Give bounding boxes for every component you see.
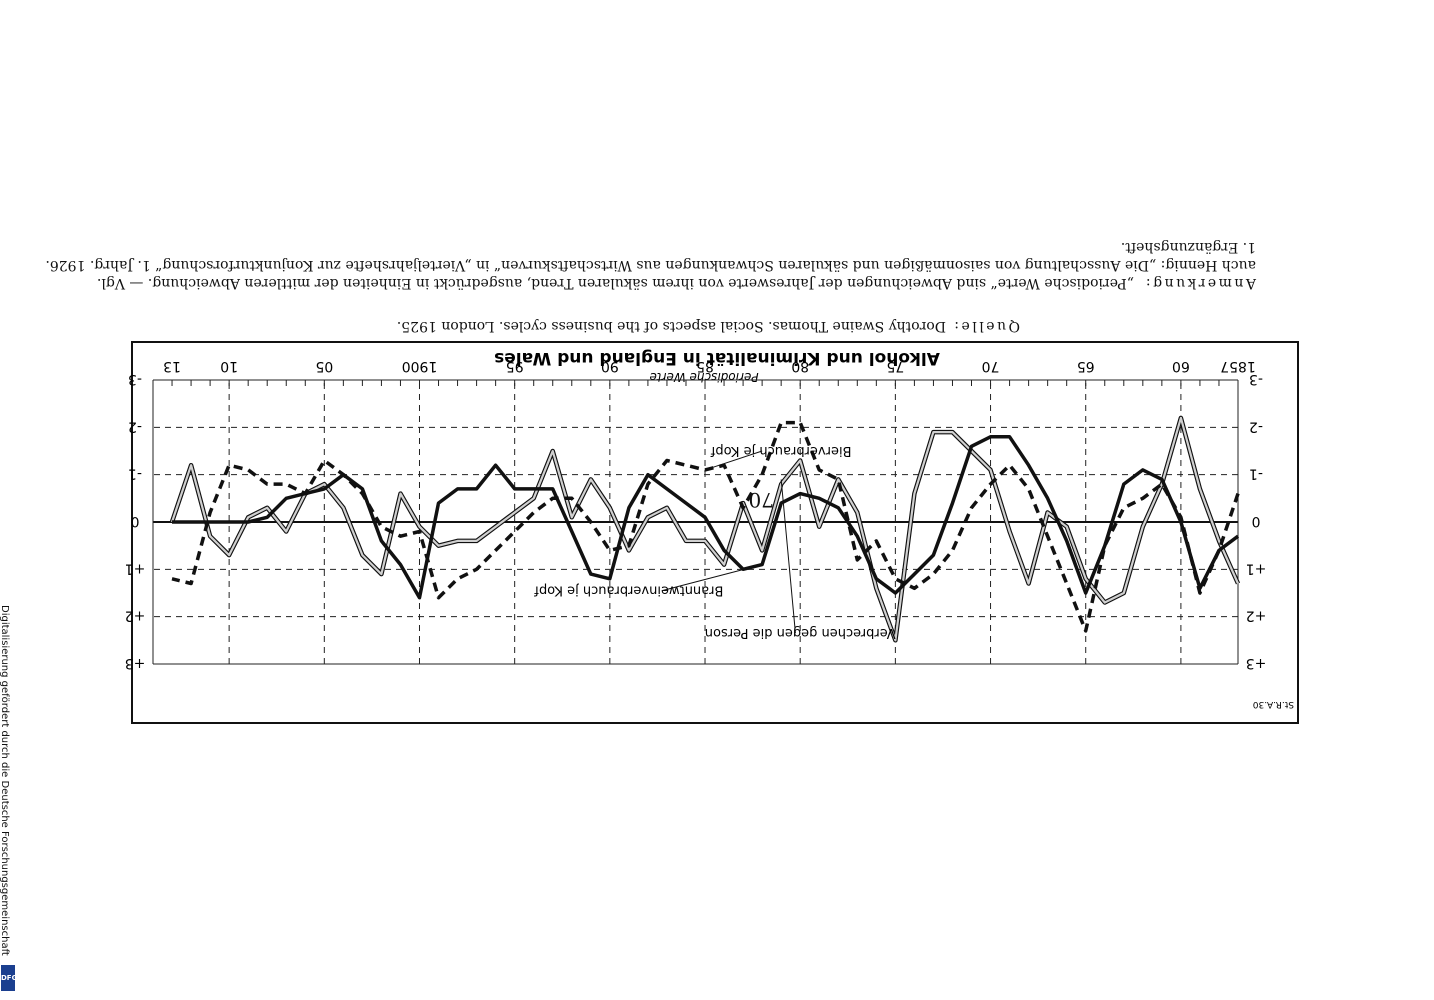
x-tick-label: 95	[506, 358, 524, 374]
series-label-leader	[780, 479, 796, 634]
x-tick-label: 1900	[402, 358, 438, 374]
chart-code: St.R.A.30	[1253, 699, 1294, 709]
x-tick-label: 65	[1077, 358, 1095, 374]
series-label-2: Bierverbrauch je Kopf	[710, 443, 851, 458]
x-tick-label: 13	[163, 358, 181, 374]
x-tick-label: 60	[1172, 358, 1190, 374]
note-line-1: „Periodische Werte“ sind Abweichungen de…	[96, 275, 1134, 291]
footer: Digitalisierung gefördert durch die Deut…	[0, 0, 18, 1000]
y-tick-label-left: -3	[1249, 371, 1263, 387]
y-tick-label-right: +2	[125, 608, 146, 624]
y-tick-label-left: 0	[1252, 513, 1261, 529]
chart-frame	[131, 341, 1299, 724]
series-line-1	[172, 435, 1240, 600]
note-line-3: 1. Ergänzungsheft.	[1120, 239, 1256, 255]
chart-title: Alkohol und Kriminalität in England und …	[494, 348, 940, 368]
dfg-logo: DFG	[1, 965, 17, 991]
series-label-1: Branntweinverbrauch je Kopf	[534, 583, 723, 598]
source-text: Dorothy Swaine Thomas. Social aspects of…	[396, 318, 946, 334]
series-label-0: Verbrechen gegen die Person	[705, 625, 896, 640]
series-line-2	[171, 420, 1240, 633]
x-tick-label: 90	[601, 358, 619, 374]
y-tick-label-right: -3	[128, 371, 142, 387]
x-tick-label: 1857	[1220, 358, 1256, 374]
y-tick-label-left: -2	[1249, 418, 1263, 434]
x-tick-label: 75	[886, 358, 904, 374]
source-label: Quelle:	[951, 318, 1020, 334]
y-tick-label-left: +2	[1246, 608, 1267, 624]
y-tick-label-right: +1	[125, 560, 146, 576]
note-label: Anmerkung:	[1143, 275, 1256, 291]
y-tick-label-left: -1	[1249, 466, 1263, 482]
series-label-leader	[662, 564, 763, 592]
y-tick-label-right: +3	[125, 655, 146, 671]
series-label-leader	[704, 450, 763, 471]
x-tick-label: 10	[220, 358, 238, 374]
x-tick-label: 85	[696, 358, 714, 374]
x-tick-label: 80	[791, 358, 809, 374]
footer-text: Digitalisierung gefördert durch die Deut…	[0, 605, 10, 956]
y-tick-label-left: +1	[1246, 560, 1267, 576]
series-line-0	[170, 416, 1240, 642]
y-tick-label-right: -1	[128, 466, 142, 482]
y-tick-label-right: -2	[128, 418, 142, 434]
x-tick-label: 70	[982, 358, 1000, 374]
y-tick-label-left: +3	[1246, 655, 1267, 671]
y-tick-label-right: 0	[131, 513, 140, 529]
note-line-2: auch Hennig: „Die Ausschaltung von saiso…	[45, 257, 1256, 273]
x-tick-label: 05	[315, 358, 333, 374]
